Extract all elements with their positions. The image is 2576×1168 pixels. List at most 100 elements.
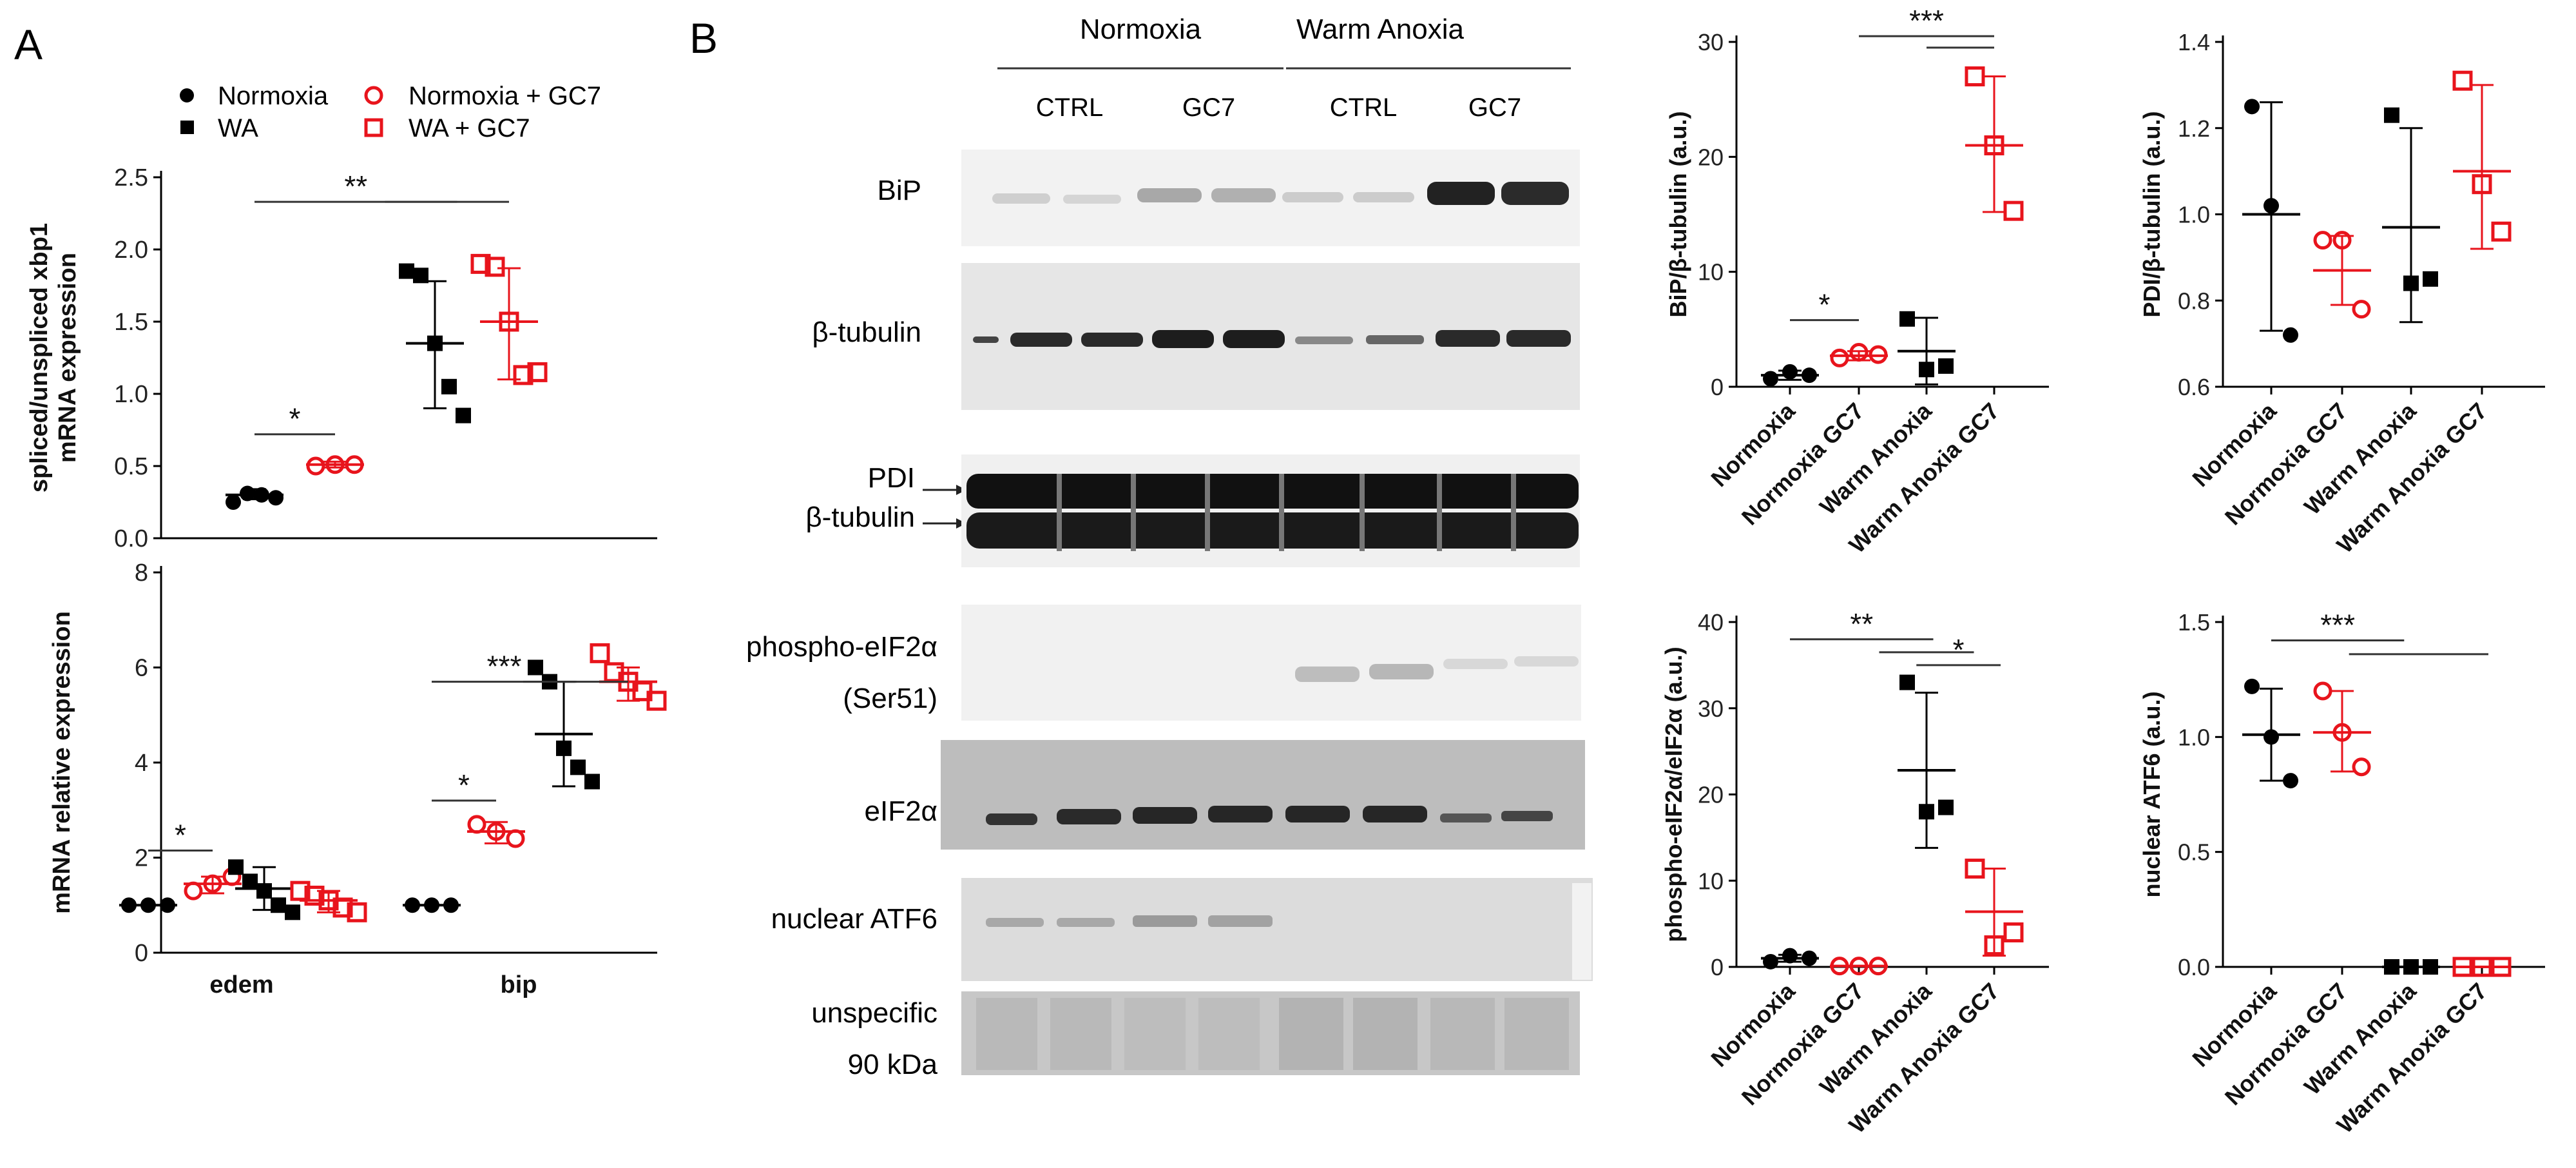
data-point: [1899, 674, 1915, 690]
blot-eif-background: [941, 740, 1585, 850]
row-label-eif2a: eIF2α: [865, 795, 937, 827]
data-point: [268, 490, 284, 506]
data-point: [240, 485, 255, 501]
y-axis-label: nuclear ATF6 (a.u.): [2139, 691, 2165, 897]
data-point: [427, 335, 443, 351]
data-point: [527, 362, 548, 382]
y-tick-label: 0.5: [114, 453, 148, 480]
y-axis-label: phospho-eIF2α/eIF2α (a.u.): [1660, 647, 1687, 942]
legend-marker-wa: [180, 121, 194, 134]
panel-a-label: A: [14, 21, 43, 68]
significance-label: *: [458, 768, 470, 802]
data-point: [570, 759, 586, 775]
y-tick-label: 20: [1698, 782, 1724, 808]
data-point: [646, 690, 667, 711]
data-point: [1965, 66, 1985, 86]
data-point: [1869, 345, 1888, 364]
x-category-label: edem: [209, 971, 273, 998]
data-point: [2283, 773, 2298, 789]
y-tick-label: 0: [1711, 954, 1724, 980]
y-tick-label: 20: [1698, 144, 1724, 170]
row-label-unspecific: unspecific: [811, 997, 937, 1029]
data-point: [2332, 723, 2352, 742]
data-point: [486, 822, 506, 841]
data-point: [242, 873, 258, 890]
significance-label: *: [1953, 633, 1965, 667]
blot-unspecific-90kda: [961, 991, 1580, 1075]
data-point: [1869, 957, 1888, 976]
data-point: [1782, 364, 1798, 380]
y-tick-label: 6: [135, 655, 148, 682]
y-axis-label: PDI/β-tubulin (a.u.): [2139, 112, 2165, 318]
data-point: [2403, 275, 2419, 291]
blot-pdi-background: [961, 454, 1580, 567]
data-point: [290, 881, 311, 901]
data-point: [1849, 957, 1869, 976]
data-point: [2313, 231, 2332, 250]
data-point: [2403, 959, 2419, 975]
data-point: [271, 897, 286, 913]
data-point: [399, 263, 414, 279]
row-label-bip: BiP: [878, 175, 921, 206]
data-point: [499, 311, 519, 332]
significance-label: *: [289, 402, 301, 436]
y-tick-label: 1.2: [2178, 115, 2210, 142]
data-point: [506, 829, 525, 848]
y-tick-label: 10: [1698, 259, 1724, 286]
y-tick-label: 0: [135, 940, 148, 967]
data-point: [325, 455, 345, 474]
data-point: [2472, 957, 2492, 977]
data-point: [1830, 348, 1849, 367]
y-tick-label: 1.0: [2178, 724, 2210, 750]
y-tick-label: 1.5: [114, 309, 148, 336]
blot-beta-tubulin: [961, 263, 1580, 410]
data-point: [1938, 358, 1954, 374]
cond-label-gc7-2: GC7: [1468, 93, 1521, 122]
row-label-pdi: PDI: [868, 462, 915, 494]
y-axis-label: spliced/unspliced xbp1: [26, 223, 53, 492]
data-point: [2491, 221, 2512, 242]
data-point: [1938, 799, 1954, 815]
data-point: [2452, 957, 2473, 977]
data-point: [1984, 135, 2004, 155]
significance-label: ***: [1909, 4, 1944, 37]
data-point: [2332, 231, 2352, 250]
data-point: [228, 859, 244, 875]
data-point: [513, 365, 533, 385]
data-point: [1763, 953, 1778, 969]
legend-label-normoxia-gc7: Normoxia + GC7: [409, 82, 601, 110]
significance-label: *: [175, 818, 186, 852]
row-label-beta-tubulin-2: β-tubulin: [805, 501, 915, 533]
legend-label-wa: WA: [218, 114, 258, 142]
data-point: [1919, 804, 1934, 820]
blot-row-labels: BiP β-tubulin PDI β-tubulin phospho-eIF2…: [746, 175, 937, 1080]
data-point: [584, 774, 600, 790]
blot-bip: [961, 150, 1580, 246]
data-point: [2423, 271, 2438, 287]
data-point: [254, 487, 269, 503]
data-point: [413, 268, 428, 284]
data-point: [2283, 327, 2298, 343]
y-tick-label: 30: [1698, 29, 1724, 55]
data-point: [1763, 371, 1778, 387]
cond-label-ctrl-2: CTRL: [1330, 93, 1397, 122]
data-point: [2452, 70, 2473, 91]
data-point: [2244, 678, 2260, 694]
blot-eif2a: [941, 740, 1585, 850]
y-tick-label: 0.0: [2178, 954, 2210, 980]
data-point: [2384, 959, 2399, 975]
data-point: [1984, 935, 2004, 956]
y-tick-label: 2.0: [114, 237, 148, 264]
y-tick-label: 1.0: [114, 381, 148, 408]
y-axis-label: mRNA expression: [54, 253, 81, 463]
data-point: [1899, 311, 1915, 327]
data-point: [556, 740, 572, 756]
legend-marker-normoxia: [180, 88, 194, 102]
row-label-phospho-eif2a: phospho-eIF2α: [746, 631, 937, 663]
data-point: [347, 902, 367, 922]
panel-a-legend: Normoxia WA Normoxia + GC7 WA + GC7: [180, 82, 601, 142]
group-label-normoxia: Normoxia: [1080, 14, 1202, 45]
data-point: [528, 659, 543, 676]
data-point: [456, 407, 471, 423]
y-axis-label: BiP/β-tubulin (a.u.): [1665, 112, 1691, 318]
